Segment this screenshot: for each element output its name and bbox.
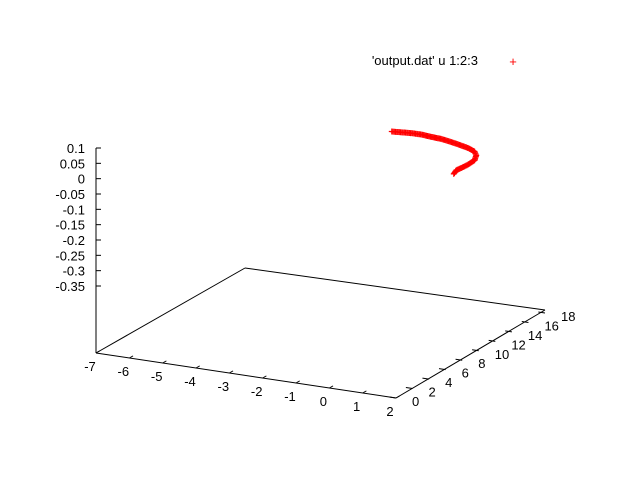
y-axis-front-edge xyxy=(395,309,546,399)
z-tick-label: 0 xyxy=(78,172,85,187)
x-tick-mark xyxy=(129,355,134,359)
y-tick-mark xyxy=(472,349,479,352)
y-tick-mark xyxy=(405,387,413,390)
y-tick-mark xyxy=(438,368,446,371)
y-tick-label: 12 xyxy=(511,337,525,352)
y-axis-back-edge xyxy=(95,267,246,354)
y-tick-label: 18 xyxy=(561,309,575,324)
x-tick-label: -4 xyxy=(184,374,196,389)
axes xyxy=(95,148,546,399)
z-tick-label: 0.05 xyxy=(60,156,85,171)
y-tick-label: 6 xyxy=(462,366,469,381)
x-tick-mark xyxy=(395,395,400,399)
y-tick-mark xyxy=(505,330,512,333)
y-tick-label: 16 xyxy=(544,318,558,333)
data-point xyxy=(451,169,458,176)
x-tick-label: -3 xyxy=(218,379,230,394)
x-tick-label: -5 xyxy=(151,369,163,384)
y-tick-label: 14 xyxy=(528,328,542,343)
y-tick-label: 2 xyxy=(429,385,436,400)
x-tick-mark xyxy=(195,365,200,369)
data-point xyxy=(450,170,457,177)
z-tick-label: -0.1 xyxy=(63,202,85,217)
x-axis-front-edge xyxy=(95,352,397,399)
y-tick-label: 8 xyxy=(478,356,485,371)
x-tick-label: 2 xyxy=(386,404,393,419)
x-tick-label: -7 xyxy=(84,359,96,374)
z-tick-label: -0.35 xyxy=(55,279,85,294)
y-tick-mark xyxy=(422,377,430,380)
x-tick-label: 1 xyxy=(353,399,360,414)
z-tick-label: -0.25 xyxy=(55,248,85,263)
y-tick-mark xyxy=(389,396,397,399)
x-tick-label: -1 xyxy=(284,389,296,404)
z-tick-label: 0.1 xyxy=(67,141,85,156)
z-tick-label: -0.05 xyxy=(55,187,85,202)
x-tick-label: -2 xyxy=(251,384,263,399)
y-tick-mark xyxy=(538,311,546,314)
x-tick-mark xyxy=(162,360,167,364)
z-axis-ticks: 0.10.050-0.05-0.1-0.15-0.2-0.25-0.3-0.35 xyxy=(55,141,101,294)
z-tick-label: -0.15 xyxy=(55,218,85,233)
x-axis-back-edge xyxy=(244,267,546,311)
z-tick-label: -0.2 xyxy=(63,233,85,248)
y-tick-mark xyxy=(488,339,496,342)
y-tick-mark xyxy=(455,358,463,361)
x-tick-mark xyxy=(95,350,100,354)
legend: 'output.dat' u 1:2:3 + xyxy=(372,53,517,69)
x-tick-mark xyxy=(329,385,334,389)
x-tick-label: -6 xyxy=(118,364,130,379)
x-tick-mark xyxy=(262,375,267,379)
y-tick-label: 4 xyxy=(445,375,452,390)
x-tick-mark xyxy=(229,370,234,374)
x-tick-mark xyxy=(295,380,300,384)
z-tick-label: -0.3 xyxy=(63,264,85,279)
legend-label: 'output.dat' u 1:2:3 xyxy=(372,53,478,68)
x-tick-label: 0 xyxy=(320,394,327,409)
x-axis-ticks: -7 -6 -5 -4 -3 -2 -1 0 1 2 xyxy=(84,350,400,419)
y-tick-mark xyxy=(521,320,529,323)
y-tick-label: 10 xyxy=(495,347,509,362)
y-tick-label: 0 xyxy=(412,394,419,409)
series-points xyxy=(388,128,480,177)
x-tick-mark xyxy=(362,390,367,394)
legend-marker: + xyxy=(509,54,517,69)
